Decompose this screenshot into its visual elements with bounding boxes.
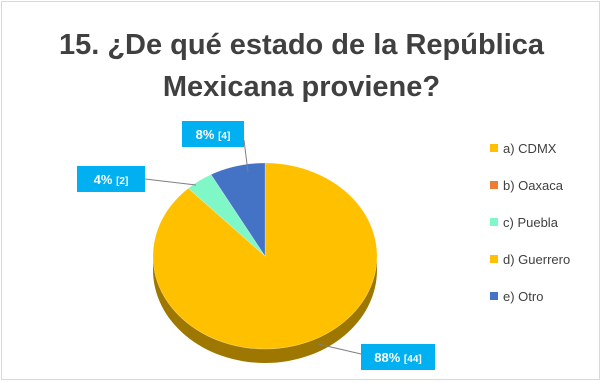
data-label-percent: 88% xyxy=(374,350,404,365)
legend-item: c) Puebla xyxy=(490,212,598,232)
leader-line xyxy=(243,139,249,173)
data-label: 4% [2] xyxy=(94,172,129,187)
chart-title: 15. ¿De qué estado de la República Mexic… xyxy=(2,24,601,108)
pie-slice-c) Puebla xyxy=(187,174,266,257)
legend-swatch-cdmx xyxy=(490,144,498,152)
legend-swatch-guerrero xyxy=(490,255,498,263)
leader-line xyxy=(317,343,362,355)
chart-legend: a) CDMX b) Oaxaca c) Puebla d) Guerrero … xyxy=(490,138,598,323)
legend-label: e) Otro xyxy=(503,288,544,304)
legend-swatch-oaxaca xyxy=(490,181,498,189)
data-label-percent: 4% xyxy=(94,172,116,187)
data-label-box xyxy=(361,344,435,370)
data-label-box xyxy=(182,121,244,147)
legend-label: d) Guerrero xyxy=(503,251,571,267)
legend-label: b) Oaxaca xyxy=(503,177,563,193)
data-label-count: [44] xyxy=(404,354,422,365)
legend-swatch-otro xyxy=(490,292,498,300)
data-label-box xyxy=(77,166,145,192)
data-label-count: [4] xyxy=(218,131,230,142)
pie-slice-e) Otro xyxy=(210,162,266,257)
legend-item: a) CDMX xyxy=(490,138,598,158)
legend-label: c) Puebla xyxy=(503,214,558,230)
data-label-percent: 8% xyxy=(196,127,218,142)
legend-swatch-puebla xyxy=(490,218,498,226)
data-label: 88% [44] xyxy=(374,350,421,365)
chart-title-line-1: 15. ¿De qué estado de la República xyxy=(58,29,545,61)
legend-item: e) Otro xyxy=(490,286,598,306)
chart-title-line-2: Mexicana proviene? xyxy=(162,71,441,103)
leader-line xyxy=(144,178,197,186)
legend-label: a) CDMX xyxy=(503,140,557,156)
legend-item: d) Guerrero xyxy=(490,249,598,269)
legend-item: b) Oaxaca xyxy=(490,175,598,195)
data-label-count: [2] xyxy=(116,176,128,187)
pie-slice-a) CDMX xyxy=(152,162,378,350)
data-label: 8% [4] xyxy=(196,127,231,142)
